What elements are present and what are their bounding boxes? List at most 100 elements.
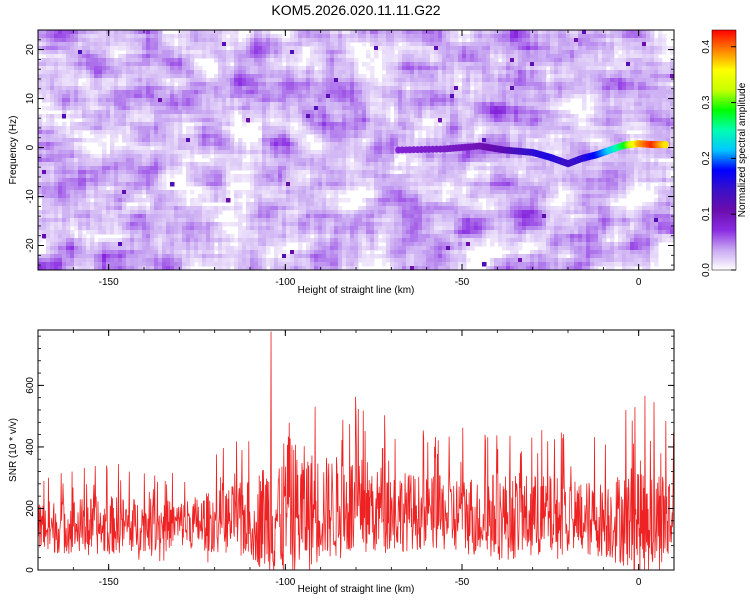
spectrogram-cell <box>294 142 299 147</box>
spectrogram-cell <box>138 134 143 139</box>
spectrogram-cell <box>466 58 471 63</box>
spectrogram-cell <box>278 50 283 55</box>
spectrogram-cell <box>470 118 475 123</box>
spectrogram-cell <box>90 158 95 163</box>
spectrogram-cell <box>290 70 295 75</box>
spectrogram-cell <box>662 50 667 55</box>
spectrogram-cell <box>62 146 67 151</box>
spectrogram-cell <box>290 38 295 43</box>
spectrogram-cell <box>662 114 667 119</box>
spectrogram-cell <box>258 50 263 55</box>
spectrogram-cell <box>594 114 599 119</box>
spectrogram-cell <box>118 102 123 107</box>
spectrogram-cell <box>594 58 599 63</box>
spectrogram-cell <box>270 126 275 131</box>
spectrogram-cell <box>130 46 135 51</box>
spectrogram-cell <box>430 94 435 99</box>
spectrogram-cell <box>510 42 515 47</box>
spectrogram-cell <box>290 154 295 159</box>
spectrogram-cell <box>350 138 355 143</box>
spectrogram-cell <box>398 106 403 111</box>
spectrogram-cell <box>82 126 87 131</box>
spectrogram-cell <box>330 46 335 51</box>
spectrogram-cell <box>366 94 371 99</box>
spectrogram-cell <box>562 62 567 67</box>
spectrogram-cell <box>170 54 175 59</box>
spectrogram-cell <box>538 58 543 63</box>
spectrogram-cell <box>178 146 183 151</box>
spectrogram-cell <box>594 90 599 95</box>
spectrogram-cell <box>102 38 107 43</box>
spectrogram-cell <box>370 126 375 131</box>
spectrogram-cell <box>378 114 383 119</box>
spectrogram-cell <box>82 38 87 43</box>
spectrogram-cell <box>450 154 455 159</box>
spectrogram-cell <box>162 94 167 99</box>
spectrogram-cell <box>498 98 503 103</box>
spectrogram-cell <box>110 82 115 87</box>
spectrogram-cell <box>78 86 83 91</box>
spectrogram-cell <box>150 118 155 123</box>
spectrogram-cell <box>594 134 599 139</box>
spectrogram-cell <box>602 98 607 103</box>
spectrogram-cell <box>298 86 303 91</box>
spectrogram-cell <box>382 34 387 39</box>
spectrogram-cell <box>234 146 239 151</box>
spectrogram-cell <box>398 86 403 91</box>
spectrogram-cell <box>250 90 255 95</box>
spectrogram-cell <box>270 158 275 163</box>
spectrogram-cell <box>242 102 247 107</box>
spectrogram-cell <box>122 98 127 103</box>
spectrogram-cell <box>482 70 487 75</box>
spectrogram-cell <box>658 130 663 135</box>
spectrogram-cell <box>650 54 655 59</box>
spectrogram-cell <box>618 122 623 127</box>
spectrogram-cell <box>450 42 455 47</box>
spectrogram-cell <box>178 150 183 155</box>
spectrogram-cell <box>178 126 183 131</box>
spectrogram-cell <box>442 38 447 43</box>
spectrogram-cell <box>210 30 215 35</box>
spectrogram-cell <box>474 134 479 139</box>
spectrogram-cell <box>342 82 347 87</box>
spectrogram-cell <box>506 82 511 87</box>
spectrogram-cell <box>162 66 167 71</box>
spectrogram-cell <box>126 34 131 39</box>
spectrogram-cell <box>478 118 483 123</box>
spectrogram-cell <box>458 158 463 163</box>
spectrogram-cell <box>218 146 223 151</box>
spectrogram-cell <box>586 74 591 79</box>
spectrogram-cell <box>546 30 551 35</box>
spectrogram-cell <box>346 130 351 135</box>
spectrogram-cell <box>562 94 567 99</box>
spectrogram-cell <box>42 42 47 47</box>
spectrogram-cell <box>266 110 271 115</box>
spectrogram-cell <box>366 126 371 131</box>
spectrogram-cell <box>458 130 463 135</box>
spectrogram-cell <box>306 62 311 67</box>
spectrogram-cell <box>502 78 507 83</box>
spectrogram-cell <box>182 118 187 123</box>
spectrogram-cell <box>522 46 527 51</box>
spectrogram-cell <box>570 66 575 71</box>
spectrogram-cell <box>670 154 675 159</box>
spectrogram-cell <box>558 114 563 119</box>
spectrogram-cell <box>322 78 327 83</box>
spectrogram-cell <box>46 82 51 87</box>
spectrogram-cell <box>578 54 583 59</box>
spectrogram-cell <box>90 66 95 71</box>
spectrogram-cell <box>470 34 475 39</box>
spectrogram-cell <box>74 70 79 75</box>
spectrogram-cell <box>274 94 279 99</box>
spectrogram-cell <box>138 130 143 135</box>
spectrogram-cell <box>326 86 331 91</box>
spectrogram-cell <box>374 122 379 127</box>
spectrogram-cell <box>74 74 79 79</box>
spectrogram-cell <box>602 58 607 63</box>
spectrogram-cell <box>94 62 99 67</box>
spectrogram-cell <box>86 38 91 43</box>
spectrogram-cell <box>486 106 491 111</box>
spectrogram-cell <box>546 134 551 139</box>
spectrogram-cell <box>630 42 635 47</box>
spectrogram-cell <box>50 162 55 167</box>
